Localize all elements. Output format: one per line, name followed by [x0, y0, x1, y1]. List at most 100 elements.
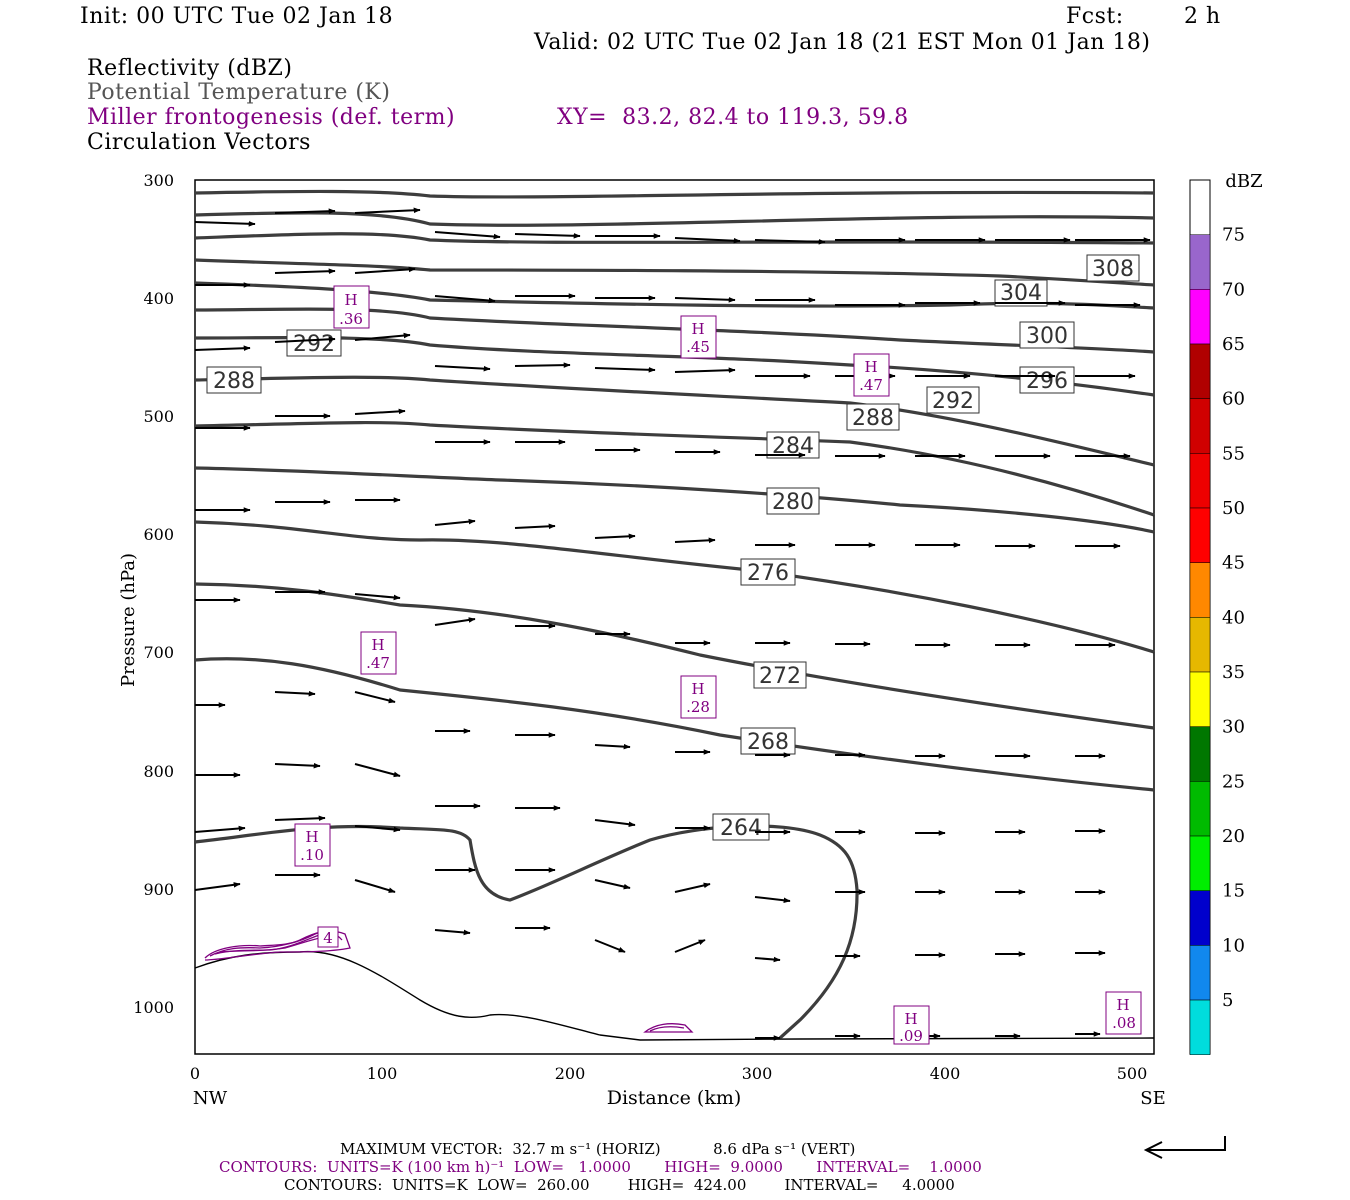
vector-arrow	[354, 207, 421, 214]
theta-label-box	[753, 661, 807, 689]
fg-max-h: H	[305, 828, 318, 846]
forecast-label: Fcst:	[1066, 4, 1124, 29]
theta-label: 264	[720, 816, 762, 841]
vector-arrow	[274, 268, 336, 275]
y-tick-label: 700	[143, 643, 174, 662]
theta-label: 272	[759, 664, 801, 689]
theta-contour	[194, 211, 1155, 227]
y-axis: 300 400 500 600 700 800 900 1000	[133, 171, 174, 1017]
x-end-se: SE	[1140, 1088, 1165, 1109]
colorbar-segment	[1189, 289, 1211, 345]
colorbar-segment	[1189, 781, 1211, 837]
y-tick-label: 800	[143, 762, 174, 781]
x-tick-label: 300	[742, 1064, 773, 1083]
vector-arrow	[434, 365, 491, 372]
theta-label-box	[1019, 366, 1075, 394]
colorbar-level-label: 25	[1222, 771, 1245, 792]
theta-label-box	[712, 813, 770, 841]
theta-label-box	[740, 727, 796, 755]
theta-label-box	[740, 558, 796, 586]
fg-max-h: H	[1116, 996, 1129, 1014]
valid-time: Valid: 02 UTC Tue 02 Jan 18 (21 EST Mon …	[534, 30, 1151, 55]
y-tick-label: 600	[143, 525, 174, 544]
x-axis-label: Distance (km)	[607, 1087, 742, 1109]
reference-vector-icon	[1143, 1136, 1226, 1159]
vector-arrow	[194, 345, 251, 352]
x-tick-label: 200	[555, 1064, 586, 1083]
colorbar-level-label: 35	[1222, 662, 1245, 683]
x-axis: 0 100 200 300 400 500	[190, 1064, 1147, 1083]
vector-arrow	[434, 295, 496, 304]
theta-label-box	[1019, 321, 1075, 349]
theta-contour	[194, 375, 1155, 467]
vector-arrow	[674, 237, 741, 244]
colorbar-level-label: 55	[1222, 443, 1245, 464]
vector-arrow	[434, 231, 501, 240]
frontogenesis-maxima: H .36 H .45 H .47 H .47 H .28 H .10 H .0…	[294, 285, 1142, 1045]
fg-max-value: .45	[686, 338, 710, 356]
colorbar-level-label: 45	[1222, 553, 1245, 574]
vector-arrow	[274, 336, 336, 343]
theta-label-box	[994, 279, 1048, 307]
x-tick-label: 400	[930, 1064, 961, 1083]
theta-contour	[194, 232, 1155, 245]
fg-max-h: H	[371, 636, 384, 654]
colorbar-segment	[1189, 890, 1211, 946]
colorbar-level-label: 60	[1222, 389, 1245, 410]
fg-max-value: .36	[339, 310, 363, 328]
colorbar-segment	[1189, 453, 1211, 509]
vector-arrow	[674, 882, 711, 893]
fg-max-value: .28	[686, 698, 710, 716]
vector-arrow	[674, 367, 736, 374]
theta-label: 296	[1026, 369, 1068, 394]
vector-arrow	[354, 763, 401, 778]
init-time: Init: 00 UTC Tue 02 Jan 18	[80, 4, 394, 29]
forecast-hour: 2 h	[1184, 4, 1221, 29]
theta-label-box	[926, 386, 980, 414]
vector-arrow	[354, 408, 406, 415]
contours-frontogenesis-note: CONTOURS: UNITS=K (100 km h)⁻¹ LOW= 1.00…	[219, 1158, 982, 1176]
theta-label: 276	[747, 561, 789, 586]
theta-contour	[194, 520, 1155, 654]
vector-arrow	[434, 617, 476, 626]
vector-arrow	[754, 239, 826, 245]
contours-theta-note: CONTOURS: UNITS=K LOW= 260.00 HIGH= 424.…	[284, 1176, 955, 1194]
y-tick-label: 400	[143, 289, 174, 308]
fg-max-value: .09	[899, 1027, 923, 1045]
y-tick-label: 300	[143, 171, 174, 190]
vector-arrow	[674, 537, 716, 544]
colorbar-level-label: 50	[1222, 498, 1245, 519]
colorbar-segment	[1189, 398, 1211, 454]
theta-label: 288	[852, 406, 894, 431]
colorbar-segment	[1189, 343, 1211, 399]
legend-vectors: Circulation Vectors	[87, 130, 311, 155]
theta-contour	[194, 258, 1155, 287]
fg-max-value: .47	[366, 654, 390, 672]
colorbar-segment	[1189, 999, 1211, 1055]
circulation-vectors	[194, 207, 1151, 1041]
colorbar-level-label: 10	[1222, 935, 1245, 956]
vector-arrow	[274, 690, 316, 697]
x-end-nw: NW	[193, 1088, 228, 1109]
theta-label: 292	[293, 332, 335, 357]
colorbar-level-label: 20	[1222, 826, 1245, 847]
legend-frontogenesis: Miller frontogenesis (def. term)	[87, 105, 456, 130]
vector-arrow	[354, 593, 401, 601]
dbz-colorbar: 75 70 65 60 55 50 45 40 35 30 25 20 15 10 5	[1189, 179, 1245, 1055]
vector-arrow	[594, 939, 626, 953]
vector-arrow	[354, 266, 416, 274]
colorbar-unit: dBZ	[1225, 171, 1262, 192]
legend-reflectivity: Reflectivity (dBZ)	[87, 56, 293, 81]
theta-label-box	[846, 403, 900, 431]
reflectivity-contours	[204, 930, 694, 1033]
vector-arrow	[274, 762, 321, 769]
colorbar-segment	[1189, 507, 1211, 563]
colorbar-level-label: 15	[1222, 881, 1245, 902]
vector-arrow	[434, 518, 476, 526]
fg-max-h: H	[691, 680, 704, 698]
colorbar-level-label: 40	[1222, 607, 1245, 628]
colorbar-segment	[1189, 562, 1211, 618]
vector-arrow	[674, 939, 706, 953]
vector-arrow	[354, 691, 396, 704]
